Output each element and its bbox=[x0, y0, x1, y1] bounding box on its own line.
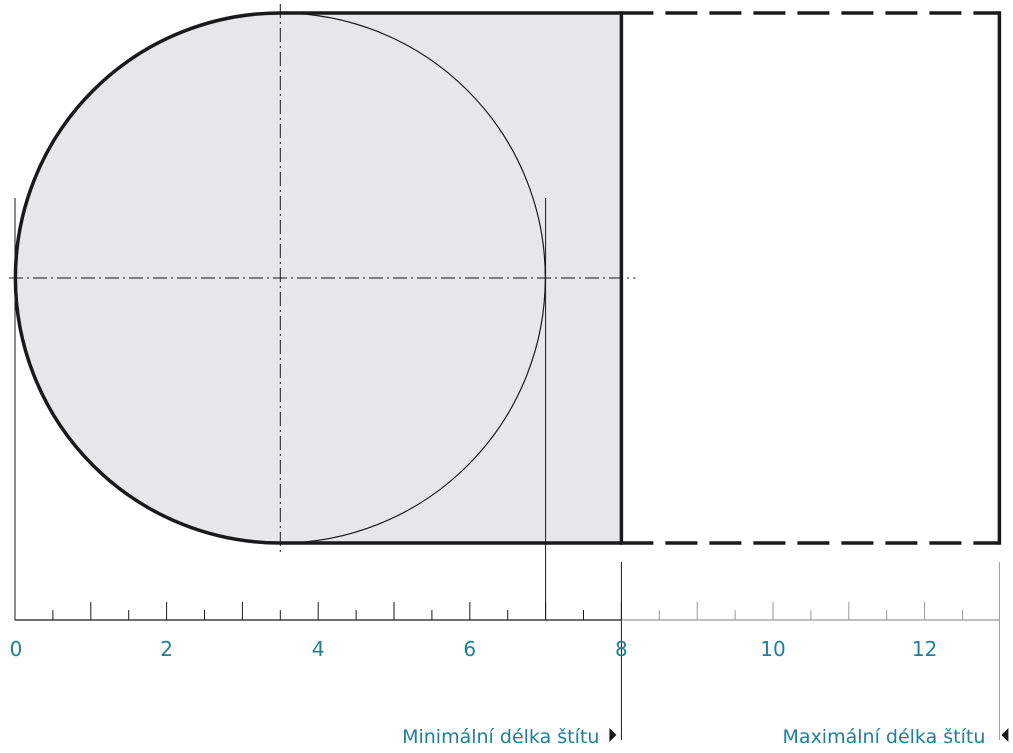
max-length-arrow-icon bbox=[1001, 728, 1009, 742]
scale-ticks bbox=[52, 602, 963, 620]
scale-labels: 0 2 4 6 8 10 12 bbox=[10, 637, 938, 661]
min-length-caption: Minimální délka štítu bbox=[402, 726, 599, 748]
scale-label: 6 bbox=[463, 637, 476, 661]
scale-label: 0 bbox=[10, 637, 23, 661]
scale-label: 2 bbox=[160, 637, 173, 661]
min-shield-area bbox=[15, 13, 622, 543]
scale-label: 12 bbox=[912, 637, 937, 661]
max-length-caption: Maximální délka štítu bbox=[783, 726, 986, 748]
scale-label: 8 bbox=[615, 637, 628, 661]
scale-label: 4 bbox=[312, 637, 325, 661]
min-length-arrow-icon bbox=[609, 728, 617, 742]
scale-label: 10 bbox=[760, 637, 785, 661]
